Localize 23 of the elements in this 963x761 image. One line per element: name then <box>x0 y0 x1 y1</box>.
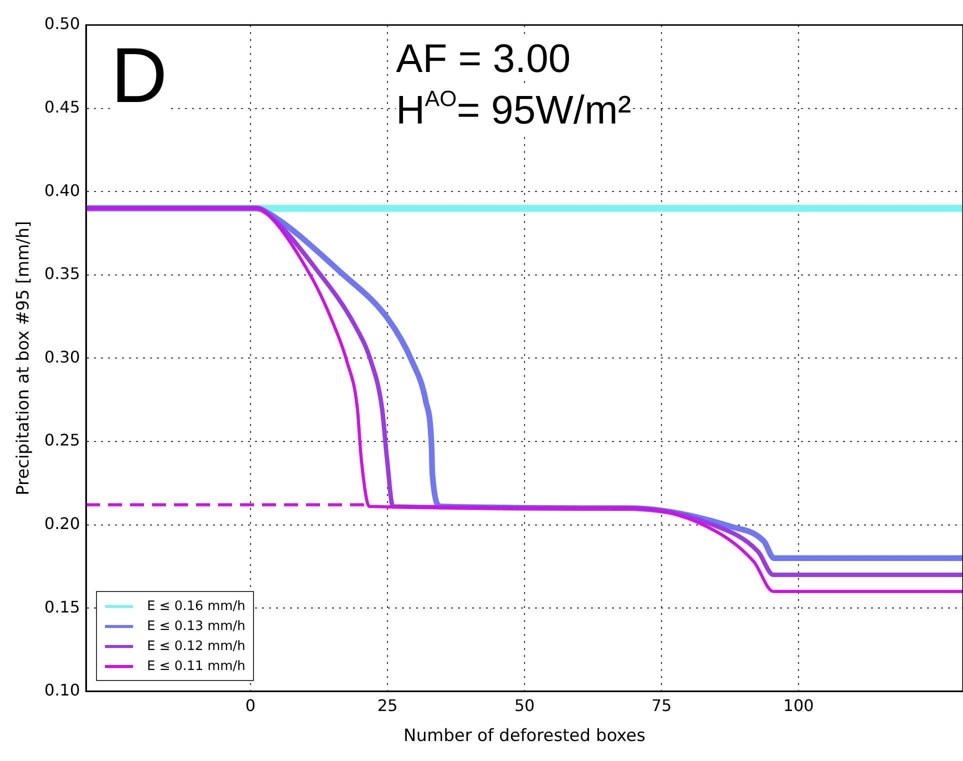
x-tick-label: 0 <box>245 696 256 716</box>
x-tick-label: 75 <box>651 696 672 716</box>
y-tick-label: 0.40 <box>44 180 80 200</box>
annotation: D <box>111 31 168 119</box>
legend-label: E ≤ 0.11 mm/h <box>147 658 246 674</box>
y-tick-label: 0.50 <box>44 14 80 34</box>
y-tick-label: 0.35 <box>44 264 80 284</box>
y-tick-label: 0.20 <box>44 514 80 533</box>
legend-label: E ≤ 0.16 mm/h <box>147 598 246 614</box>
x-axis-title: Number of deforested boxes <box>404 726 646 746</box>
y-tick-label: 0.30 <box>44 347 80 366</box>
x-tick-label: 100 <box>783 696 814 716</box>
legend-label: E ≤ 0.13 mm/h <box>147 618 246 634</box>
y-tick-label: 0.25 <box>44 430 80 450</box>
y-tick-label: 0.15 <box>44 597 80 616</box>
x-tick-label: 25 <box>377 696 398 716</box>
y-tick-label: 0.10 <box>44 680 80 700</box>
legend-label: E ≤ 0.12 mm/h <box>147 638 246 654</box>
annotation: AF = 3.00 <box>396 37 571 81</box>
y-axis-title: Precipitation at box #95 [mm/h] <box>14 220 34 496</box>
y-tick-label: 0.45 <box>44 97 80 116</box>
x-tick-label: 50 <box>514 696 535 716</box>
annotation: H$^{AO}$= 95W/m² <box>396 86 632 133</box>
